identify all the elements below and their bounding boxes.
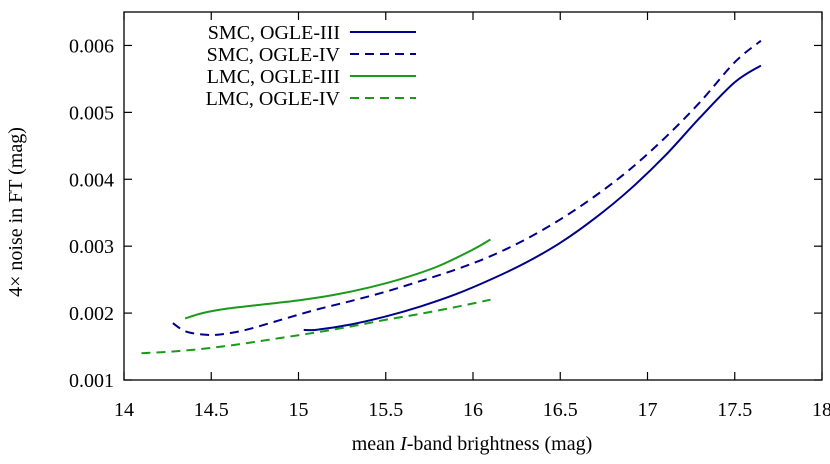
y-axis-label: 4× noise in FT (mag) xyxy=(5,127,27,297)
x-tick-label: 18 xyxy=(812,399,830,421)
x-tick-label: 15 xyxy=(289,399,309,421)
series-line xyxy=(303,64,762,332)
plot-frame xyxy=(123,11,823,381)
series-lines xyxy=(141,39,762,355)
x-tick-label: 15.5 xyxy=(368,399,403,421)
series-line xyxy=(184,238,491,320)
x-tick-label: 17 xyxy=(638,399,658,421)
legend-label: SMC, OGLE-IV xyxy=(207,44,341,66)
y-tick-label: 0.001 xyxy=(69,370,114,392)
legend-label: LMC, OGLE-IV xyxy=(206,88,341,110)
x-axis-label-prefix: mean xyxy=(352,433,400,455)
x-tick-label: 14 xyxy=(114,399,134,421)
y-tick-label: 0.005 xyxy=(69,102,114,124)
x-tick-label: 16 xyxy=(463,399,483,421)
y-tick-labels: 0.001 0.002 0.003 0.004 0.005 0.006 xyxy=(69,35,114,392)
x-tick-labels: 14 14.5 15 15.5 16 16.5 17 17.5 18 xyxy=(114,399,830,421)
series-line xyxy=(141,298,491,355)
y-tick-label: 0.003 xyxy=(69,236,114,258)
x-axis-label: mean I-band brightness (mag) xyxy=(352,433,593,455)
legend-label: LMC, OGLE-III xyxy=(207,66,340,88)
x-axis-label-italic: I xyxy=(399,433,408,455)
x-tick-label: 16.5 xyxy=(543,399,578,421)
legend-label: SMC, OGLE-III xyxy=(208,22,340,44)
y-tick-label: 0.004 xyxy=(69,169,114,191)
series-line xyxy=(172,39,762,337)
x-axis-label-suffix: -band brightness (mag) xyxy=(407,433,593,455)
x-tick-label: 17.5 xyxy=(717,399,752,421)
y-tick-label: 0.002 xyxy=(69,303,114,325)
y-tick-label: 0.006 xyxy=(69,35,114,57)
x-tick-label: 14.5 xyxy=(194,399,229,421)
